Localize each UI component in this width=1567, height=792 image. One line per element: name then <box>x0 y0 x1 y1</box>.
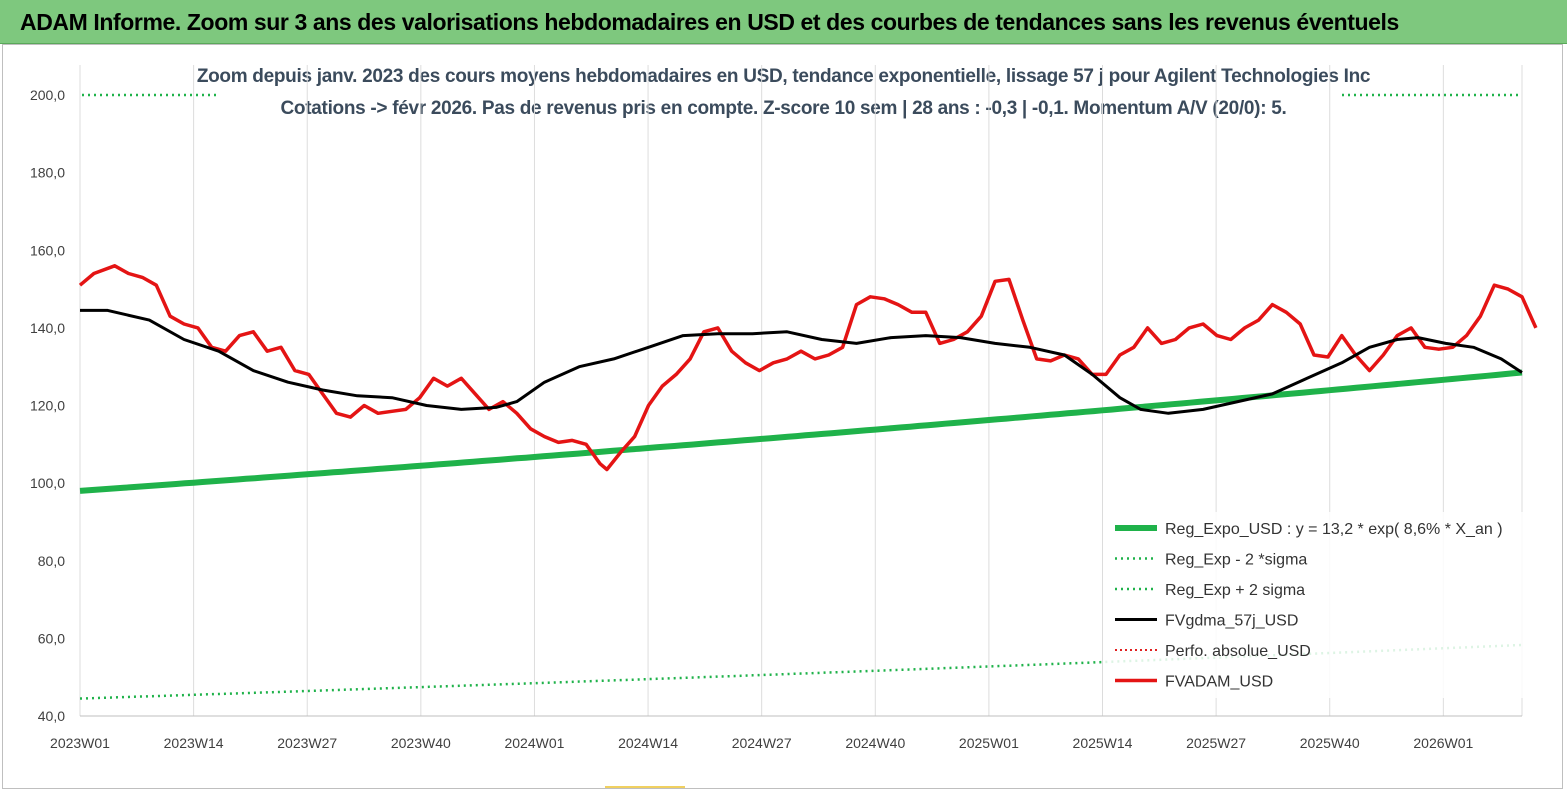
legend-label: Reg_Exp - 2 *sigma <box>1165 552 1307 569</box>
report-banner: ADAM Informe. Zoom sur 3 ans des valoris… <box>0 0 1567 44</box>
legend: Reg_Expo_USD : y = 13,2 * exp( 8,6% * X_… <box>1105 512 1525 698</box>
x-tick-label: 2023W40 <box>391 735 451 751</box>
series-fvgdma-57j-usd-line <box>80 308 1523 415</box>
report-title: ADAM Informe. Zoom sur 3 ans des valoris… <box>20 9 1399 35</box>
series-reg-expo-line <box>79 369 1523 494</box>
series-reg-exp-minus-2sigma-line <box>79 643 1523 700</box>
legend-label: Reg_Expo_USD : y = 13,2 * exp( 8,6% * X_… <box>1165 521 1503 538</box>
x-tick-label: 2026W01 <box>1413 735 1473 751</box>
legend-label: Reg_Exp + 2 sigma <box>1165 582 1305 599</box>
legend-label: Perfo. absolue_USD <box>1165 643 1311 660</box>
y-tick-label: 80,0 <box>38 553 65 569</box>
x-tick-label: 2024W27 <box>732 735 792 751</box>
x-tick-label: 2023W27 <box>277 735 337 751</box>
x-tick-label: 2024W14 <box>618 735 678 751</box>
x-tick-label: 2025W14 <box>1073 735 1133 751</box>
chart-title-line2: Cotations -> févr 2026. Pas de revenus p… <box>280 98 1287 119</box>
y-tick-label: 100,0 <box>30 475 65 491</box>
y-tick-label: 120,0 <box>30 398 65 414</box>
x-tick-label: 2025W27 <box>1186 735 1246 751</box>
y-tick-label: 140,0 <box>30 320 65 336</box>
chart-frame <box>2 44 1563 789</box>
x-tick-label: 2025W40 <box>1300 735 1360 751</box>
y-tick-label: 40,0 <box>38 708 65 724</box>
y-tick-label: 60,0 <box>38 630 65 646</box>
x-tick-label: 2023W01 <box>50 735 110 751</box>
chart-title-line1: Zoom depuis janv. 2023 des cours moyens … <box>196 66 1371 87</box>
bottom-accent-line <box>605 786 685 788</box>
series-fvadam-usd-line <box>78 264 1538 472</box>
legend-background <box>1105 512 1525 698</box>
legend-label: FVADAM_USD <box>1165 674 1273 691</box>
legend-label: FVgdma_57j_USD <box>1165 613 1298 630</box>
x-tick-label: 2023W14 <box>164 735 224 751</box>
y-tick-label: 180,0 <box>30 165 65 181</box>
x-tick-label: 2024W40 <box>845 735 905 751</box>
x-tick-label: 2025W01 <box>959 735 1019 751</box>
y-tick-label: 160,0 <box>30 242 65 258</box>
y-tick-label: 200,0 <box>30 87 65 103</box>
x-tick-label: 2024W01 <box>504 735 564 751</box>
